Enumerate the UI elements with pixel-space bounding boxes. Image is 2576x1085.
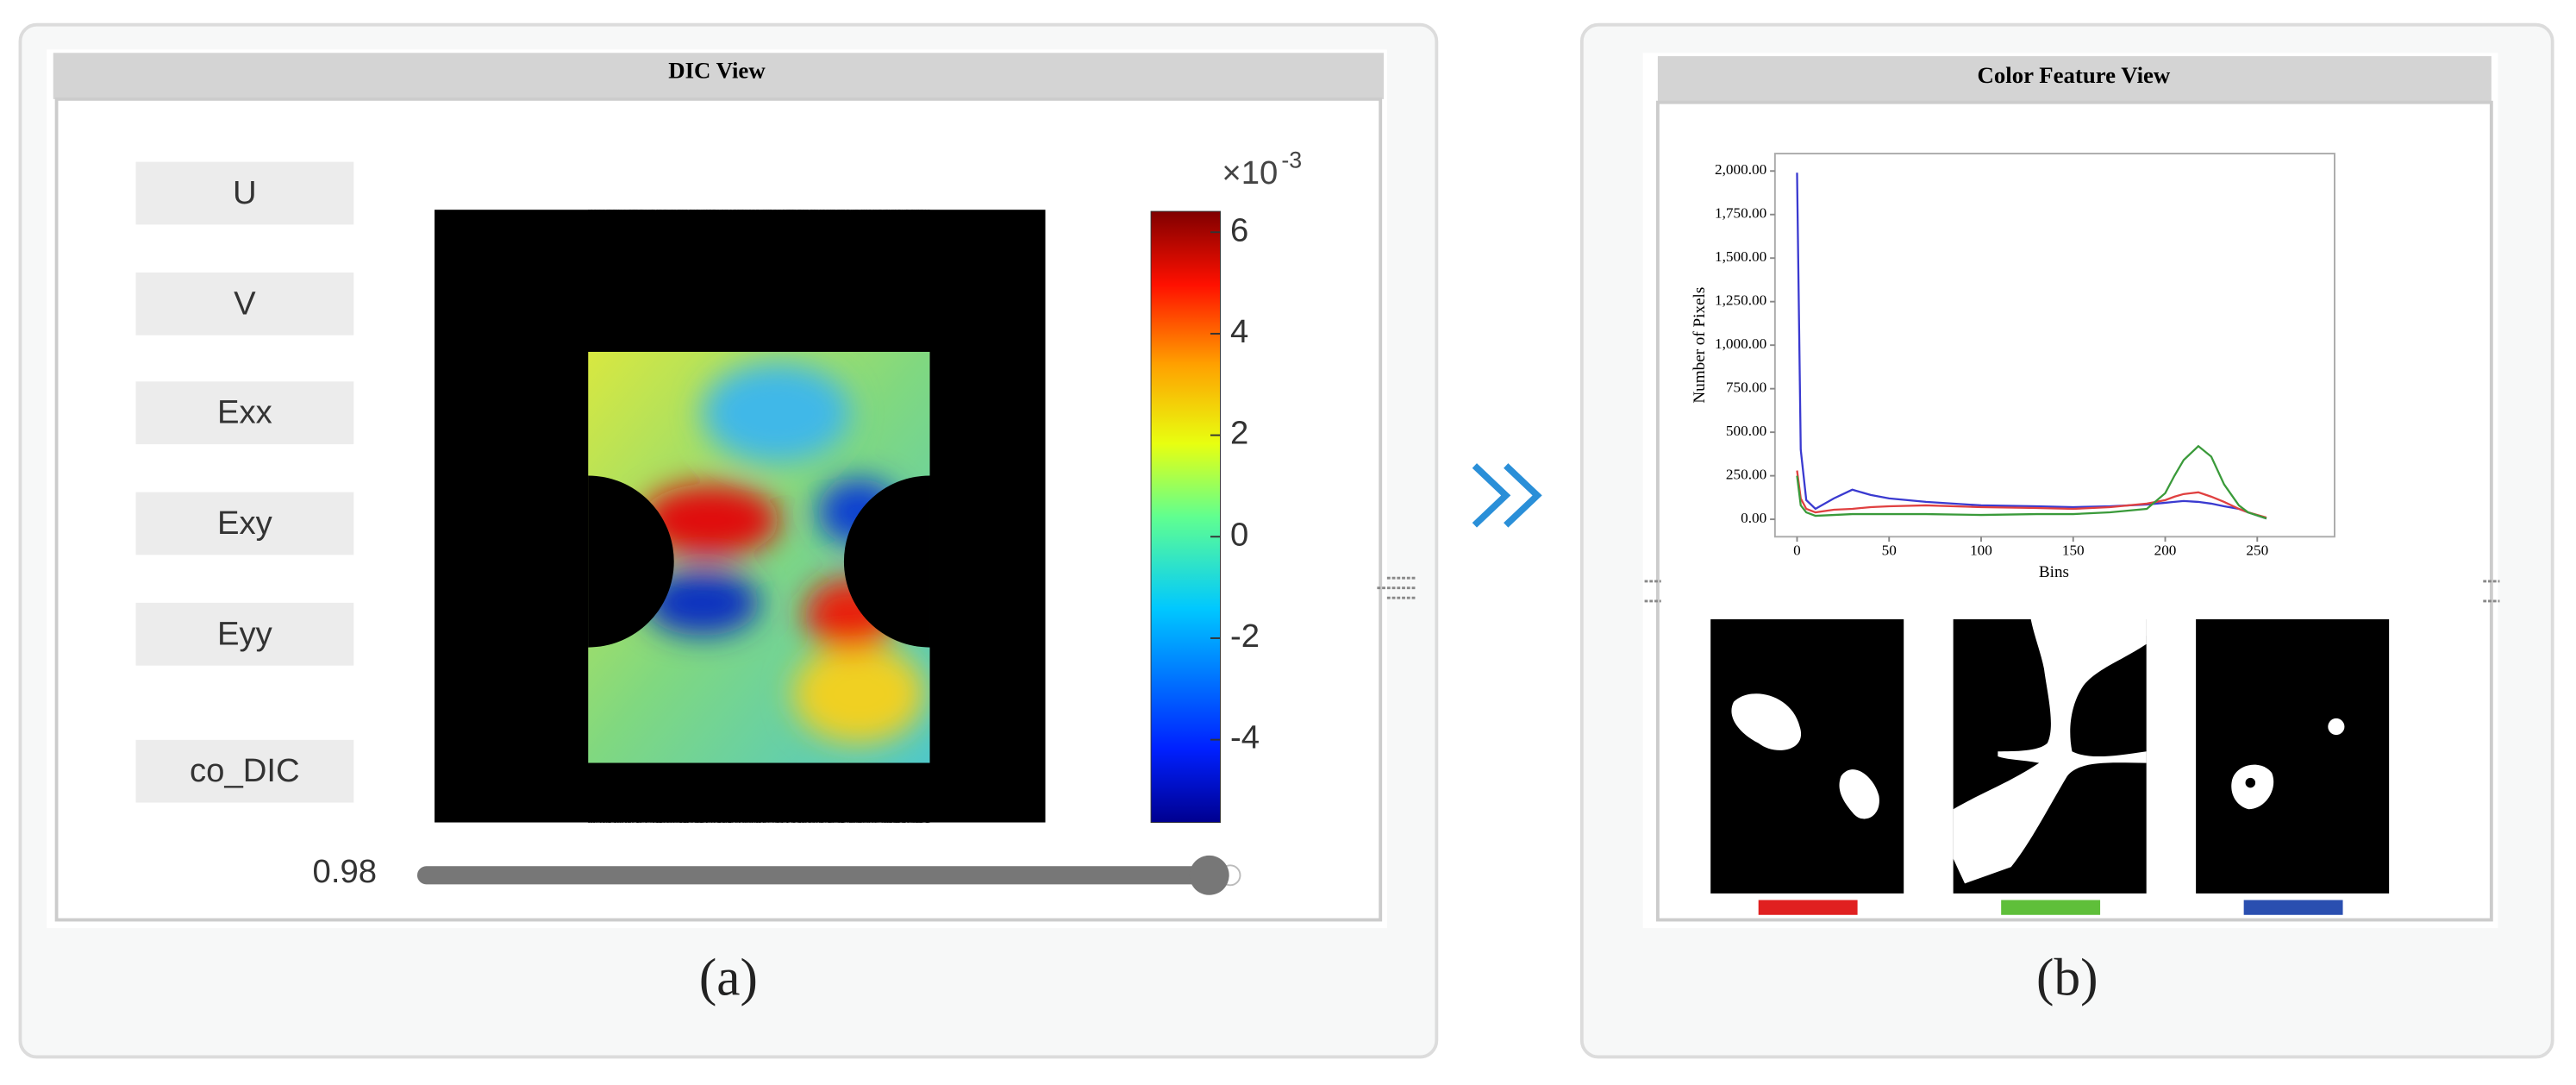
- button-bg[interactable]: [135, 272, 354, 336]
- x-axis-label: Bins: [2039, 563, 2069, 581]
- mask-blob: [1839, 769, 1879, 819]
- mask-blob: [2093, 619, 2147, 654]
- histogram-line: [1796, 470, 2267, 519]
- splitter-handle[interactable]: [1377, 576, 1417, 599]
- x-tick-label: 0: [1793, 542, 1801, 558]
- y-tick-label: 0.00: [1741, 510, 1766, 526]
- plot-frame: [1773, 153, 2335, 538]
- colorbar-tick-label: 6: [1230, 211, 1248, 248]
- caption: (b): [2036, 948, 2098, 1007]
- header-bar: [53, 53, 1385, 99]
- button-bg[interactable]: [135, 161, 354, 225]
- x-tick-label: 50: [1882, 542, 1897, 558]
- view-title: Color Feature View: [1978, 62, 2171, 88]
- histogram-line: [1796, 172, 2267, 520]
- dic-image: [435, 210, 1046, 823]
- button-bg[interactable]: [135, 492, 354, 555]
- header-bar: [1657, 56, 2492, 103]
- blob: [702, 363, 851, 463]
- x-tick-label: 250: [2246, 542, 2268, 558]
- button-bg[interactable]: [135, 602, 354, 666]
- button[interactable]: Eyy: [135, 602, 354, 666]
- y-tick-label: 1,000.00: [1715, 336, 1766, 352]
- colorbar: [1150, 210, 1221, 824]
- mask-blue: [2196, 619, 2390, 894]
- slider-value: 0.98: [313, 853, 378, 890]
- y-tick-label: 750.00: [1726, 379, 1766, 396]
- hole: [843, 475, 930, 648]
- colorbar-tick-label: -4: [1230, 719, 1260, 756]
- splitter-handle[interactable]: [1644, 580, 2500, 603]
- button-label[interactable]: Exx: [217, 394, 272, 431]
- button[interactable]: U: [135, 161, 354, 225]
- colorbar-tick-label: 4: [1230, 313, 1248, 350]
- button[interactable]: Exy: [135, 492, 354, 555]
- button[interactable]: V: [135, 272, 354, 336]
- colorbar-ticks: 6 4 2 0 -2 -4: [1210, 211, 1260, 756]
- button-bg[interactable]: [135, 381, 354, 445]
- mask-images: [1710, 619, 2390, 915]
- blob: [644, 569, 760, 637]
- colorbar-exponent-base: ×10: [1222, 154, 1278, 191]
- y-tick-label: 500.00: [1726, 423, 1766, 439]
- y-tick-label: 250.00: [1726, 467, 1766, 483]
- y-tick-label: 1,750.00: [1715, 205, 1766, 222]
- slider-knob[interactable]: [1189, 855, 1229, 895]
- button-group: U V Exx Exy Eyy co_DIC: [135, 161, 354, 803]
- speckle: [588, 762, 930, 823]
- button-label[interactable]: co_DIC: [190, 752, 300, 789]
- colorbar-exponent: -3: [1281, 147, 1302, 173]
- button-label[interactable]: Eyy: [217, 615, 273, 652]
- slider[interactable]: [1189, 855, 1229, 895]
- mask-blob: [1953, 619, 2147, 884]
- x-tick-label: 100: [1970, 542, 1992, 558]
- mask-blob: [2328, 718, 2345, 736]
- hole: [588, 475, 674, 648]
- button-label[interactable]: V: [234, 285, 256, 322]
- histogram: Number of Pixels Bins 0.00 250.00 500.00 75…: [1691, 153, 2335, 581]
- color-swatch: [1758, 900, 1858, 915]
- colorbar-tick-label: -2: [1230, 618, 1260, 655]
- y-tick-label: 2,000.00: [1715, 161, 1766, 178]
- color-swatch: [2001, 900, 2101, 915]
- y-axis-label: Number of Pixels: [1691, 287, 1709, 404]
- caption: (a): [699, 948, 758, 1007]
- button-label[interactable]: U: [233, 174, 257, 211]
- button-bg[interactable]: [135, 739, 354, 803]
- view-title: DIC View: [668, 57, 766, 83]
- strain-field: [588, 351, 930, 763]
- mask-red: [1710, 619, 1904, 894]
- speckle: [588, 210, 930, 352]
- x-tick-label: 200: [2154, 542, 2177, 558]
- y-tick-label: 1,250.00: [1715, 292, 1766, 309]
- view-border: [1655, 100, 2493, 922]
- colorbar-tick-label: 0: [1230, 516, 1248, 553]
- y-tick-label: 1,500.00: [1715, 248, 1766, 265]
- mask-blob: [2231, 764, 2274, 810]
- arrow-icon: [1472, 463, 1542, 528]
- histogram-line: [1796, 444, 2267, 520]
- colorbar-tick-label: 2: [1230, 415, 1248, 452]
- button-label[interactable]: Exy: [217, 505, 273, 542]
- button[interactable]: co_DIC: [135, 739, 354, 803]
- blob: [792, 643, 925, 743]
- view-border: [54, 97, 1383, 922]
- x-tick-label: 150: [2062, 542, 2085, 558]
- button[interactable]: Exx: [135, 381, 354, 445]
- mask-blob: [1731, 693, 1802, 750]
- blob: [641, 484, 780, 557]
- color-swatch: [2243, 900, 2343, 915]
